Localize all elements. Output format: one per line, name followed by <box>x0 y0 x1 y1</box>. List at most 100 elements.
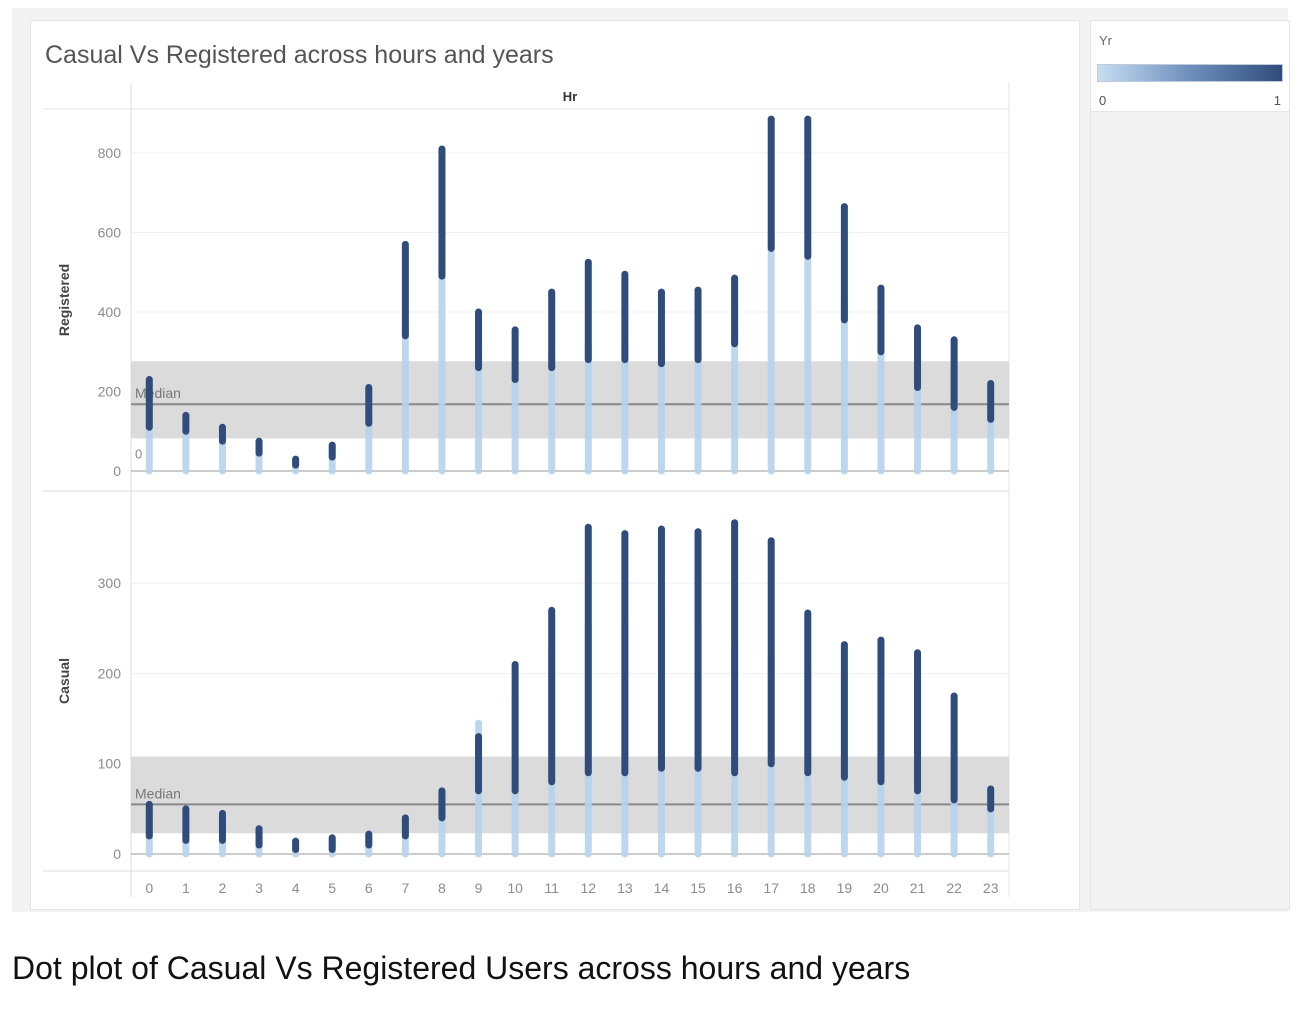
x-tick-label: 21 <box>910 880 926 896</box>
dot-point <box>366 831 372 837</box>
x-tick-label: 3 <box>255 880 263 896</box>
median-band <box>131 756 1009 834</box>
dot-point <box>512 661 518 668</box>
dot-point <box>219 424 226 430</box>
x-tick-label: 15 <box>690 880 706 896</box>
x-tick-label: 10 <box>507 880 523 896</box>
dot-point <box>658 526 665 532</box>
dot-point <box>841 204 847 210</box>
x-tick-label: 5 <box>328 880 336 896</box>
dot-point <box>951 693 957 699</box>
x-tick-label: 22 <box>946 880 962 896</box>
column-header-hr: Hr <box>563 89 577 104</box>
dot-point <box>549 607 555 613</box>
dot-point <box>219 810 226 816</box>
x-tick-label: 1 <box>182 880 190 896</box>
y-tick-label: 0 <box>113 846 121 862</box>
panel-casual: 0 100 200 300 Median Casual <box>56 519 1009 862</box>
dot-point <box>914 325 921 331</box>
dot-point <box>293 456 299 462</box>
dot-point <box>878 285 884 291</box>
plot-area: Hr0200400600800Median0Registered01002003… <box>43 83 1010 897</box>
y-tick-label: 600 <box>98 224 122 240</box>
x-tick-label: 23 <box>983 880 999 896</box>
dot-point <box>988 380 994 387</box>
x-tick-label: 0 <box>145 880 153 896</box>
dot-point <box>805 610 811 616</box>
dot-point <box>768 116 774 122</box>
dot-point <box>622 530 628 537</box>
dot-point <box>475 309 482 315</box>
dot-point <box>183 806 189 812</box>
series-yr-1 <box>145 519 995 853</box>
legend-min-label: 0 <box>1099 93 1107 108</box>
x-tick-label: 17 <box>763 880 779 896</box>
dot-point <box>585 259 591 265</box>
x-tick-label: 4 <box>292 880 300 896</box>
dot-point <box>329 835 335 841</box>
dot-point <box>366 384 372 391</box>
x-tick-label: 12 <box>581 880 597 896</box>
x-tick-label: 19 <box>837 880 853 896</box>
dot-point <box>878 637 884 643</box>
dot-point <box>293 838 299 844</box>
y-tick-label: 300 <box>98 575 122 591</box>
dot-point <box>951 337 957 343</box>
y-tick-label: 800 <box>98 145 122 161</box>
dashboard-canvas: Casual Vs Registered across hours and ye… <box>12 8 1290 912</box>
legend-panel: Yr 0 1 <box>1090 20 1290 910</box>
x-tick-label: 2 <box>219 880 227 896</box>
figure-caption: Dot plot of Casual Vs Registered Users a… <box>12 950 911 986</box>
dot-point <box>439 146 445 152</box>
legend-gradient-bar[interactable] <box>1097 64 1283 82</box>
dot-point <box>988 786 994 792</box>
legend-max-label: 1 <box>1273 93 1281 108</box>
y-tick-label: 200 <box>98 665 122 681</box>
dot-point <box>622 271 628 277</box>
dot-point <box>549 289 555 295</box>
dot-point <box>914 650 921 656</box>
y-tick-label: 200 <box>98 383 122 399</box>
dot-point <box>146 376 152 383</box>
dot-point <box>402 241 408 247</box>
dot-point <box>183 412 189 418</box>
chart-title: Casual Vs Registered across hours and ye… <box>45 41 554 69</box>
dot-point <box>402 815 408 821</box>
color-legend: Yr 0 1 <box>1091 21 1289 112</box>
dot-point <box>439 788 445 794</box>
series-yr-1 <box>145 115 995 469</box>
x-tick-label: 7 <box>401 880 409 896</box>
dot-point <box>732 520 738 526</box>
x-tick-label: 18 <box>800 880 816 896</box>
legend-title: Yr <box>1099 33 1112 48</box>
dot-plot-chart: Casual Vs Registered across hours and ye… <box>43 41 1010 897</box>
x-tick-label: 14 <box>654 880 670 896</box>
dot-point <box>146 801 152 807</box>
dot-point <box>768 538 774 544</box>
dot-point <box>805 116 811 122</box>
x-tick-label: 20 <box>873 880 889 896</box>
median-band <box>131 361 1009 439</box>
x-tick-label: 6 <box>365 880 373 896</box>
x-tick-label: 11 <box>544 880 559 896</box>
dot-point <box>732 275 738 281</box>
median-label: Median <box>135 385 181 401</box>
x-tick-label: 9 <box>475 880 483 896</box>
dot-point <box>695 287 701 293</box>
y-axis-title: Casual <box>56 658 72 704</box>
dot-point <box>256 826 262 832</box>
dot-point <box>256 438 262 444</box>
y-tick-label: 0 <box>113 463 121 479</box>
dot-point <box>475 720 482 726</box>
dot-point <box>512 327 518 333</box>
dot-point <box>695 529 701 535</box>
median-label: Median <box>135 785 181 801</box>
y-axis-title: Registered <box>56 264 72 336</box>
chart-panel: Casual Vs Registered across hours and ye… <box>30 20 1080 910</box>
x-tick-label: 13 <box>617 880 633 896</box>
band-zero-label: 0 <box>135 446 142 461</box>
dot-point <box>585 524 591 530</box>
dot-point <box>329 442 335 448</box>
dot-point <box>841 641 847 648</box>
x-tick-label: 8 <box>438 880 446 896</box>
